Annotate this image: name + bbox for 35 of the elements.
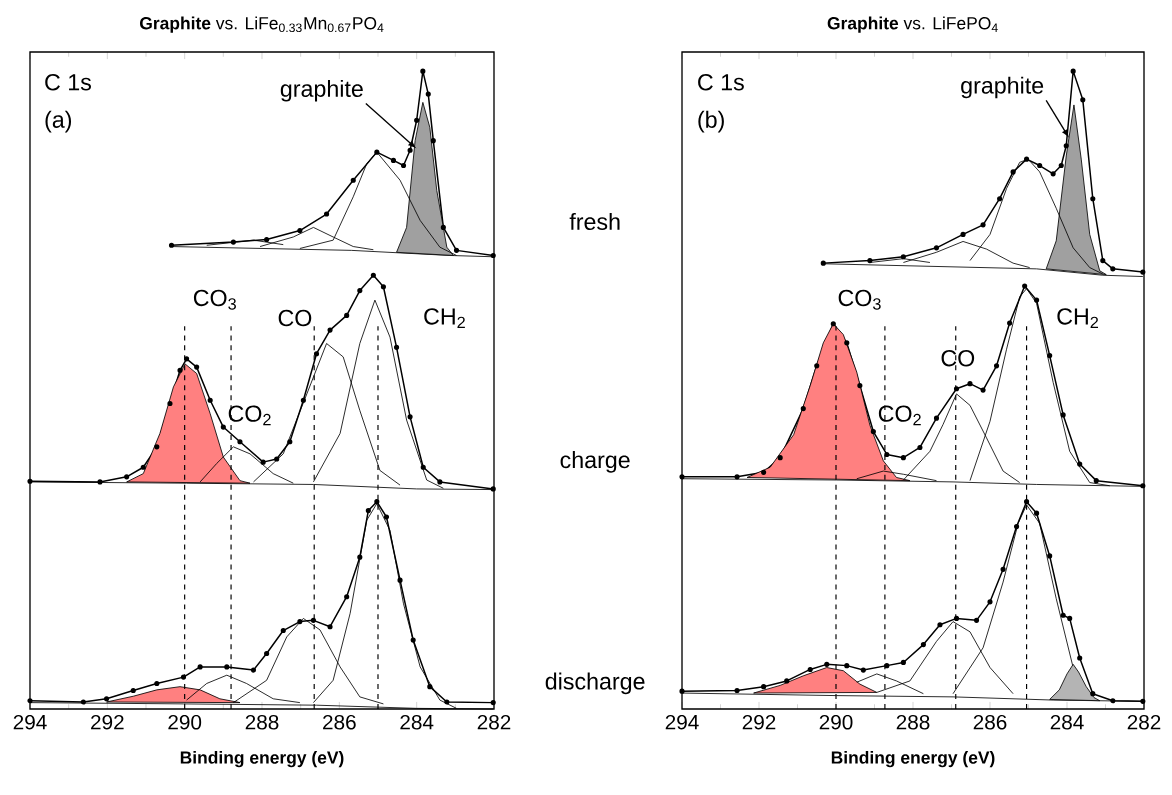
annotation: CO$_{3}$ [193,289,236,310]
annotation: CO [941,349,975,367]
annotation: CH$_{2}$ [424,308,465,328]
text: charge [560,451,630,473]
x-tick-label: 288 [245,714,279,730]
x-tick-label: 290 [819,714,853,730]
x-tick-label: 294 [13,714,47,730]
annotation: CO$_{3}$ [838,289,881,310]
annotation: C 1s [45,73,91,91]
annotation: graphite [280,79,363,102]
annotation: graphite [961,76,1044,99]
annotation: (a) [45,110,72,133]
x-tick-label: 286 [323,714,356,730]
x-tick-label: 282 [477,714,511,730]
x-tick-label: 294 [665,714,699,730]
annotation: CO [278,309,312,327]
annotation: CO$_{2}$ [878,405,921,426]
x-tick-label: 292 [91,714,124,730]
text: fresh [569,212,620,231]
x-tick-label: 290 [168,714,202,730]
annotation: (b) [698,110,724,133]
text: discharge [545,672,645,695]
annotation: CH$_{2}$ [1057,308,1099,328]
x-tick-label: 288 [896,714,930,730]
x-tick-label: 282 [1127,714,1161,730]
annotation: CO$_{2}$ [228,405,271,426]
x-tick-label: 292 [742,714,776,730]
x-axis-title: Binding energy (eV) [831,750,995,768]
chart-title: Graphite vs. LiFe$_{0.33}$Mn$_{0.67}$PO$_{4}$ [140,16,384,33]
x-axis-title: Binding energy (eV) [180,750,344,768]
x-tick-label: 284 [400,714,434,730]
x-tick-label: 284 [1050,714,1084,730]
annotation: C 1s [698,73,744,91]
x-tick-label: 286 [973,714,1007,730]
chart-title: Graphite vs. LiFePO$_{4}$ [827,16,998,33]
